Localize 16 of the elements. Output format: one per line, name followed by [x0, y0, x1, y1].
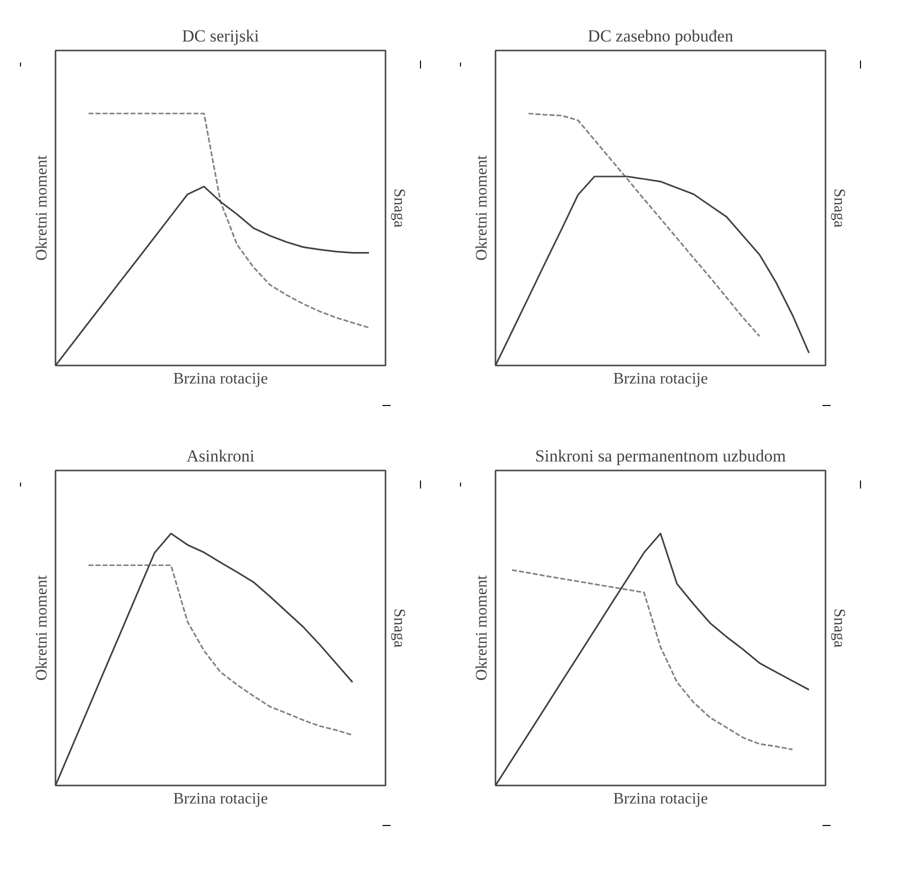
x-axis-title: Brzina rotacije	[613, 790, 708, 808]
x-axis-title: Brzina rotacije	[173, 790, 268, 808]
y-axis-title: Okretni moment	[474, 154, 490, 261]
chart-title: Asinkroni	[186, 446, 255, 466]
y-axis-title: Okretni moment	[474, 574, 490, 681]
y2-axis-title: Snaga	[390, 608, 408, 648]
chart-title: Sinkroni sa permanentnom uzbudom	[535, 446, 786, 466]
y2-axis-title: Snaga	[390, 188, 408, 228]
x-axis-title: Brzina rotacije	[613, 370, 708, 388]
y-axis-title: Okretni moment	[34, 154, 50, 261]
x-axis-title: Brzina rotacije	[173, 370, 268, 388]
y-axis-title: Okretni moment	[34, 574, 50, 681]
chart-title: DC zasebno pobuđen	[588, 26, 734, 46]
y2-axis-title: Snaga	[830, 188, 848, 228]
chart-title: DC serijski	[182, 26, 260, 46]
y2-axis-title: Snaga	[830, 608, 848, 648]
